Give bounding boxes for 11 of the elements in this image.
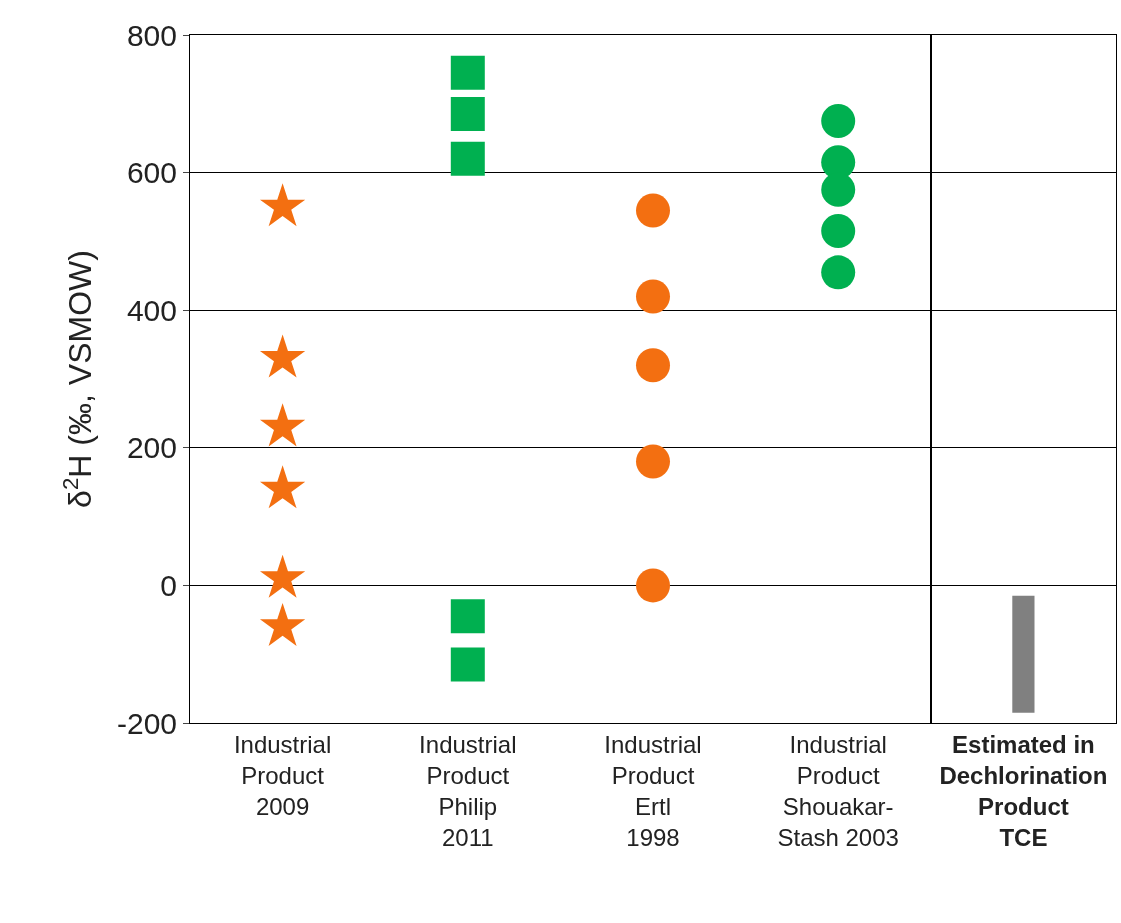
x-tick-label: Industrial Product 2009 (233, 730, 332, 821)
y-tick-label: 0 (160, 568, 177, 602)
x-tick-label: Industrial Product Philip 2011 (419, 730, 517, 852)
y-tick-label: 200 (126, 431, 177, 465)
y-tick-label: -200 (116, 706, 177, 740)
y-tick-label: 400 (126, 293, 177, 327)
x-tick-label: Industrial Product Shouakar- Stash 2003 (777, 730, 899, 852)
y-tick-label: 800 (126, 18, 177, 52)
y-tick-label: 600 (126, 156, 177, 190)
x-tick-label: Estimated in Dechlorination Product TCE (939, 730, 1108, 852)
x-tick-label: Industrial Product Ertl 1998 (604, 730, 702, 852)
